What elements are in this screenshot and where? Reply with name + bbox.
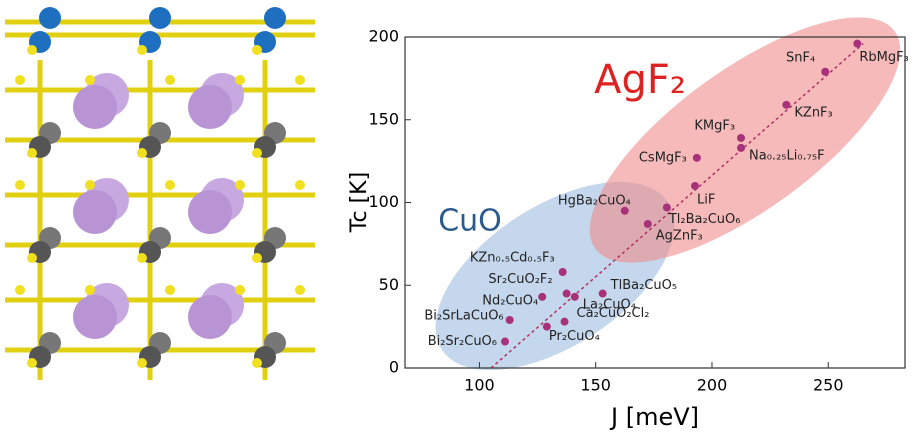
point (501, 338, 509, 346)
y-tick-label: 150 (368, 109, 399, 128)
atom (165, 180, 175, 190)
point (663, 203, 671, 211)
point-label: AgZnF₃ (656, 229, 703, 244)
point (599, 290, 607, 298)
atom (15, 180, 25, 190)
atom (252, 358, 262, 368)
point (691, 182, 699, 190)
figure: CuO AgF₂ J [meV] Tc [K] 1001502002500501… (0, 0, 923, 436)
point-label: RbMgF₃ (859, 50, 908, 65)
x-tick-label: 150 (580, 376, 611, 395)
atom (188, 85, 232, 129)
x-tick-label: 250 (813, 376, 844, 395)
point-label: TlBa₂CuO₅ (610, 278, 677, 293)
atom (137, 253, 147, 263)
point-label: Pr₂CuO₄ (549, 329, 600, 344)
atom (165, 75, 175, 85)
atom (137, 358, 147, 368)
region-label: AgF₂ (594, 57, 686, 103)
point (693, 154, 701, 162)
point-label: Bi₂SrLaCuO₆ (424, 309, 503, 324)
point-label: Bi₂Sr₂CuO₆ (428, 334, 497, 349)
point-label: Tl₂Ba₂CuO₆ (668, 212, 741, 227)
point (571, 293, 579, 301)
atom (85, 180, 95, 190)
point (737, 134, 745, 142)
y-tick-label: 50 (379, 275, 399, 294)
atom (149, 7, 171, 29)
point-label: CsMgF₃ (639, 150, 687, 165)
atom (85, 285, 95, 295)
atom (39, 7, 61, 29)
point-label: SnF₄ (786, 50, 815, 65)
atom (73, 190, 117, 234)
point (563, 290, 571, 298)
atom (235, 180, 245, 190)
atom (264, 7, 286, 29)
point-label: HgBa₂CuO₄ (558, 193, 631, 208)
point (821, 68, 829, 76)
atom (137, 45, 147, 55)
point (559, 268, 567, 276)
point-label: Ca₂CuO₂Cl₂ (577, 306, 650, 321)
atom (252, 148, 262, 158)
atom (235, 75, 245, 85)
point-label: LiF (697, 192, 715, 207)
atom (27, 148, 37, 158)
x-tick-label: 200 (697, 376, 728, 395)
mask (0, 382, 330, 436)
atom (27, 253, 37, 263)
point (506, 316, 514, 324)
point-label: Nd₂CuO₄ (482, 293, 538, 308)
atom (73, 295, 117, 339)
point (737, 144, 745, 152)
atom (85, 75, 95, 85)
atom (27, 358, 37, 368)
atom (165, 285, 175, 295)
point-label: KZnF₃ (794, 105, 832, 120)
y-tick-label: 200 (368, 27, 399, 46)
point (561, 318, 569, 326)
atom (73, 85, 117, 129)
point-label: Na₀.₂₅Li₀.₇₅F (749, 148, 825, 163)
point (853, 40, 861, 48)
point (644, 220, 652, 228)
atom (295, 285, 305, 295)
atom (15, 285, 25, 295)
point-label: Sr₂CuO₂F₂ (488, 272, 552, 287)
point-label: KZn₀.₅Cd₀.₅F₃ (470, 251, 555, 266)
x-axis-label: J [meV] (609, 403, 699, 431)
atom (188, 295, 232, 339)
atom (252, 253, 262, 263)
point-label: KMgF₃ (694, 118, 735, 133)
y-tick-label: 100 (368, 192, 399, 211)
atom (235, 285, 245, 295)
point (782, 101, 790, 109)
point (538, 293, 546, 301)
atom (188, 190, 232, 234)
atom (137, 148, 147, 158)
atom (15, 75, 25, 85)
atom (295, 180, 305, 190)
y-tick-label: 0 (389, 358, 399, 377)
x-tick-label: 100 (464, 376, 495, 395)
crystal-structure (0, 7, 330, 436)
atom (27, 45, 37, 55)
region-label: CuO (438, 204, 502, 239)
atom (252, 45, 262, 55)
atom (295, 75, 305, 85)
